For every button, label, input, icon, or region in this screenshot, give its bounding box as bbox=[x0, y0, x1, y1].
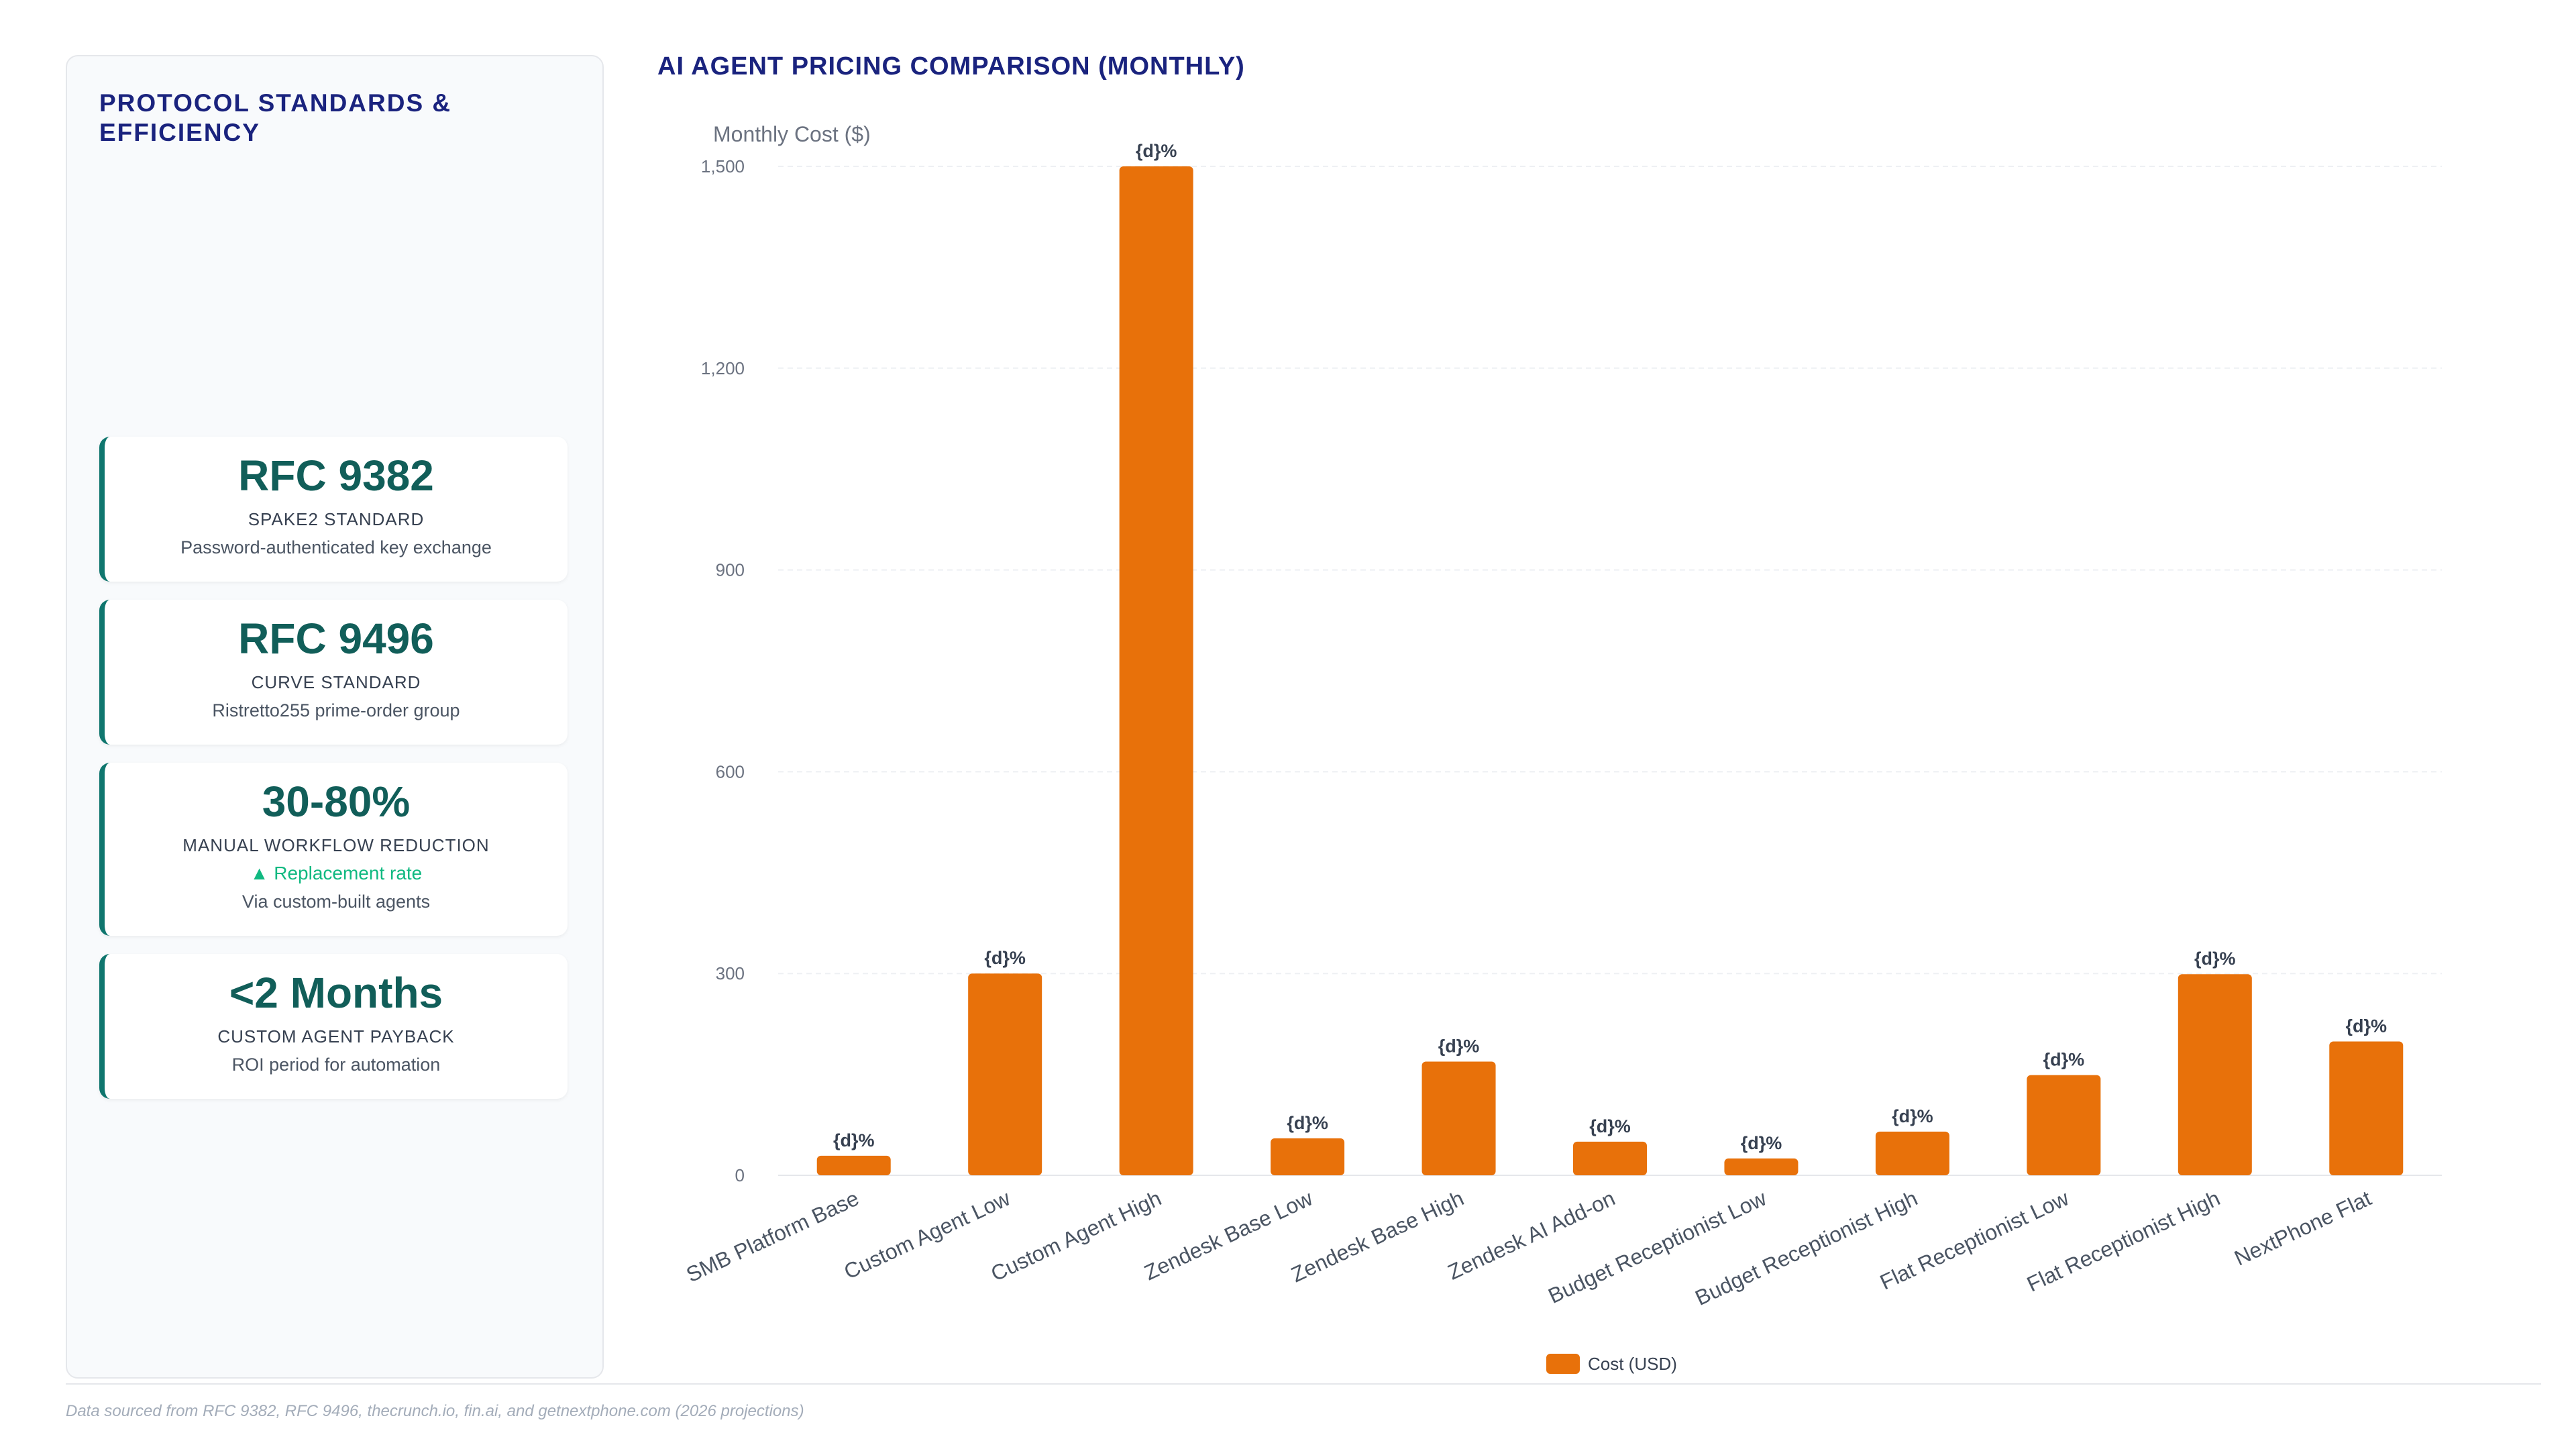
metric-card-rfc9382: RFC 9382 SPAKE2 STANDARD Password-authen… bbox=[99, 437, 568, 582]
metric-trend: ▲ Replacement rate bbox=[250, 863, 423, 883]
bar bbox=[1724, 1158, 1799, 1175]
metric-label: MANUAL WORKFLOW REDUCTION bbox=[182, 835, 490, 855]
bar bbox=[2178, 974, 2252, 1175]
sidebar-title: PROTOCOL STANDARDS & EFFICIENCY bbox=[99, 89, 452, 146]
data-label: {d}% bbox=[2346, 1016, 2387, 1036]
chart-title: AI AGENT PRICING COMPARISON (MONTHLY) bbox=[657, 52, 1245, 80]
data-label: {d}% bbox=[2043, 1050, 2085, 1070]
data-label: {d}% bbox=[1287, 1113, 1328, 1133]
y-tick-label: 300 bbox=[716, 963, 745, 983]
data-label: {d}% bbox=[833, 1130, 875, 1150]
data-label: {d}% bbox=[1136, 141, 1177, 161]
data-label: {d}% bbox=[984, 948, 1026, 968]
bar bbox=[1875, 1131, 1949, 1175]
x-tick-label: SMB Platform Base bbox=[682, 1186, 862, 1287]
metric-value: 30-80% bbox=[262, 777, 411, 826]
legend-label: Cost (USD) bbox=[1588, 1354, 1677, 1374]
footer-divider bbox=[66, 1383, 2541, 1385]
bar bbox=[2027, 1075, 2101, 1175]
bar bbox=[2329, 1041, 2404, 1175]
y-tick-label: 0 bbox=[735, 1165, 745, 1185]
bar bbox=[1271, 1138, 1345, 1175]
legend-swatch bbox=[1546, 1354, 1580, 1374]
footer-source-note: Data sourced from RFC 9382, RFC 9496, th… bbox=[66, 1402, 804, 1420]
metric-description: Password-authenticated key exchange bbox=[180, 537, 492, 557]
bar bbox=[816, 1155, 891, 1175]
metric-description: ROI period for automation bbox=[231, 1055, 441, 1075]
x-tick-label: Zendesk Base High bbox=[1287, 1186, 1467, 1287]
data-label: {d}% bbox=[1438, 1036, 1480, 1057]
metric-card-rfc9496: RFC 9496 CURVE STANDARD Ristretto255 pri… bbox=[99, 600, 568, 745]
x-tick-label: Custom Agent Low bbox=[840, 1185, 1014, 1284]
y-tick-label: 1,200 bbox=[701, 358, 745, 378]
metric-description: Via custom-built agents bbox=[241, 892, 431, 912]
y-tick-label: 1,500 bbox=[701, 156, 745, 176]
metric-label: SPAKE2 STANDARD bbox=[248, 509, 425, 529]
data-label: {d}% bbox=[1589, 1116, 1631, 1136]
x-tick-label: Custom Agent High bbox=[987, 1186, 1165, 1286]
metric-card-workflow-reduction: 30-80% MANUAL WORKFLOW REDUCTION ▲ Repla… bbox=[99, 763, 568, 936]
metric-label: CUSTOM AGENT PAYBACK bbox=[217, 1026, 455, 1046]
y-axis-title: Monthly Cost ($) bbox=[713, 122, 871, 146]
metric-label: CURVE STANDARD bbox=[251, 672, 421, 692]
bar bbox=[1119, 166, 1193, 1175]
metric-description: Ristretto255 prime-order group bbox=[212, 700, 460, 720]
data-label: {d}% bbox=[1741, 1133, 1782, 1153]
metric-value: RFC 9496 bbox=[238, 614, 434, 663]
metric-value: RFC 9382 bbox=[238, 451, 434, 500]
metric-value: <2 Months bbox=[229, 969, 443, 1017]
bar bbox=[1421, 1061, 1496, 1175]
bar bbox=[968, 973, 1042, 1175]
data-label: {d}% bbox=[2194, 949, 2236, 969]
bar bbox=[1573, 1141, 1647, 1175]
metric-card-payback: <2 Months CUSTOM AGENT PAYBACK ROI perio… bbox=[99, 954, 568, 1099]
x-tick-label: NextPhone Flat bbox=[2231, 1186, 2375, 1271]
y-tick-label: 600 bbox=[716, 761, 745, 782]
data-label: {d}% bbox=[1892, 1106, 1933, 1126]
y-tick-label: 900 bbox=[716, 560, 745, 580]
metrics-sidebar: PROTOCOL STANDARDS & EFFICIENCY RFC 9382… bbox=[66, 55, 604, 1379]
